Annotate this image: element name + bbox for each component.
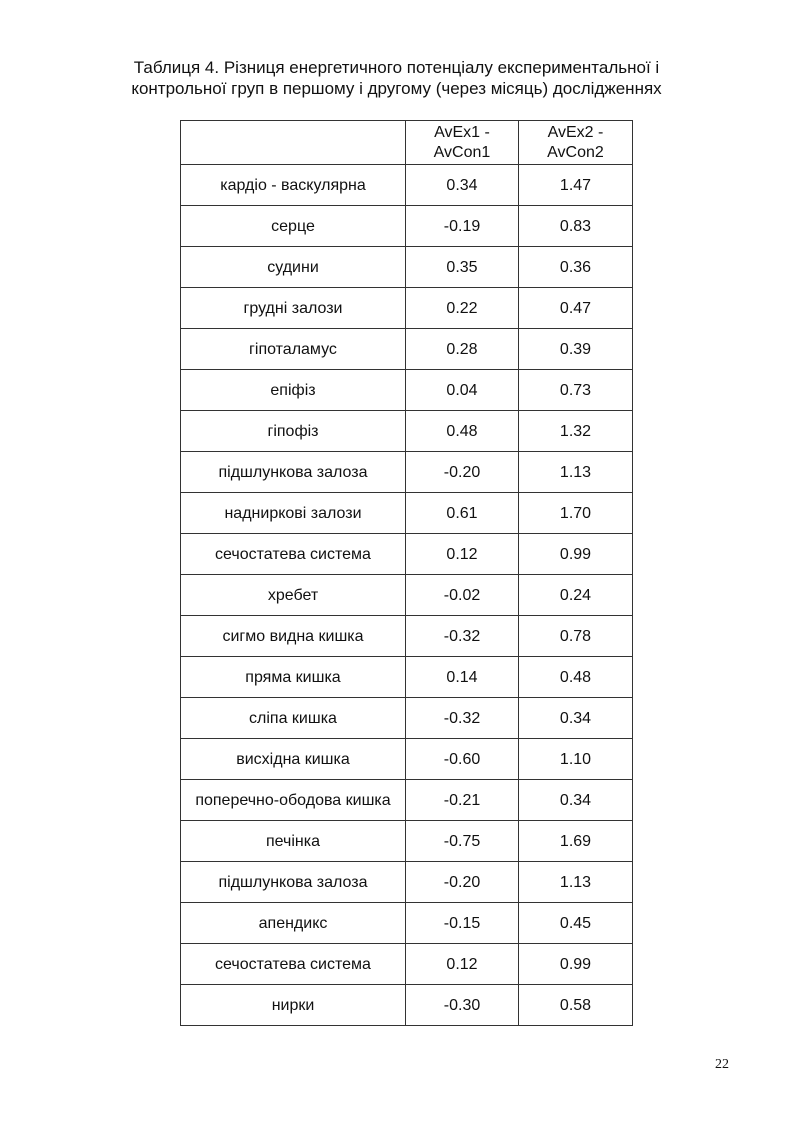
avex2-avcon2-cell: 0.83	[518, 205, 633, 247]
avex2-avcon2-cell: 1.47	[518, 164, 633, 206]
avex1-avcon1-cell: -0.60	[405, 738, 519, 780]
avex1-avcon1-cell: -0.15	[405, 902, 519, 944]
organ-cell: серце	[180, 205, 406, 247]
organ-cell: сечостатева система	[180, 533, 406, 575]
organ-cell: підшлункова залоза	[180, 861, 406, 903]
avex2-avcon2-cell: 0.78	[518, 615, 633, 657]
table-row: гіпофіз 0.48 1.32	[180, 410, 633, 452]
table-row: апендикс -0.15 0.45	[180, 902, 633, 944]
table-row: пряма кишка 0.14 0.48	[180, 656, 633, 698]
organ-cell: надниркові залози	[180, 492, 406, 534]
table-body: AvEx1 - AvCon1 AvEx2 - AvCon2 кардіо - в…	[180, 120, 633, 1026]
table-row: гіпоталамус 0.28 0.39	[180, 328, 633, 370]
organ-cell: нирки	[180, 984, 406, 1026]
avex2-avcon2-cell: 0.24	[518, 574, 633, 616]
table-row: печінка -0.75 1.69	[180, 820, 633, 862]
avex1-avcon1-cell: 0.35	[405, 246, 519, 288]
table-row: сигмо видна кишка -0.32 0.78	[180, 615, 633, 657]
table-row: сліпа кишка -0.32 0.34	[180, 697, 633, 739]
avex1-avcon1-cell: -0.32	[405, 615, 519, 657]
organ-cell: грудні залози	[180, 287, 406, 329]
organ-cell: пряма кишка	[180, 656, 406, 698]
avex1-avcon1-cell: 0.22	[405, 287, 519, 329]
avex1-avcon1-cell: 0.48	[405, 410, 519, 452]
table-row: надниркові залози 0.61 1.70	[180, 492, 633, 534]
avex1-avcon1-cell: 0.14	[405, 656, 519, 698]
table-row: грудні залози 0.22 0.47	[180, 287, 633, 329]
table-row: кардіо - васкулярна 0.34 1.47	[180, 164, 633, 206]
avex1-avcon1-cell: 0.12	[405, 533, 519, 575]
avex1-avcon1-cell: -0.75	[405, 820, 519, 862]
avex1-avcon1-cell: 0.12	[405, 943, 519, 985]
organ-cell: поперечно-ободова кишка	[180, 779, 406, 821]
avex1-avcon1-cell: 0.28	[405, 328, 519, 370]
avex2-avcon2-cell: 1.69	[518, 820, 633, 862]
table-row: нирки -0.30 0.58	[180, 984, 633, 1026]
avex1-avcon1-cell: -0.19	[405, 205, 519, 247]
avex1-avcon1-cell: -0.21	[405, 779, 519, 821]
avex1-avcon1-cell: -0.20	[405, 861, 519, 903]
avex2-avcon2-cell: 0.36	[518, 246, 633, 288]
organ-cell: сигмо видна кишка	[180, 615, 406, 657]
avex2-avcon2-cell: 0.58	[518, 984, 633, 1026]
organ-cell: висхідна кишка	[180, 738, 406, 780]
avex1-avcon1-cell: -0.02	[405, 574, 519, 616]
avex1-avcon1-cell: -0.32	[405, 697, 519, 739]
header-cell-organ	[180, 120, 406, 165]
table-row: поперечно-ободова кишка -0.21 0.34	[180, 779, 633, 821]
organ-cell: печінка	[180, 820, 406, 862]
organ-cell: гіпоталамус	[180, 328, 406, 370]
table-header-row: AvEx1 - AvCon1 AvEx2 - AvCon2	[180, 120, 633, 165]
avex2-avcon2-cell: 1.13	[518, 451, 633, 493]
table-row: підшлункова залоза -0.20 1.13	[180, 451, 633, 493]
organ-cell: підшлункова залоза	[180, 451, 406, 493]
avex2-avcon2-cell: 0.45	[518, 902, 633, 944]
avex2-avcon2-cell: 0.48	[518, 656, 633, 698]
header-cell-avex1-avcon1: AvEx1 - AvCon1	[405, 120, 519, 165]
avex2-avcon2-cell: 1.70	[518, 492, 633, 534]
avex2-avcon2-cell: 1.32	[518, 410, 633, 452]
table-row: підшлункова залоза -0.20 1.13	[180, 861, 633, 903]
table-row: серце -0.19 0.83	[180, 205, 633, 247]
avex2-avcon2-cell: 1.10	[518, 738, 633, 780]
organ-cell: гіпофіз	[180, 410, 406, 452]
avex1-avcon1-cell: 0.04	[405, 369, 519, 411]
avex2-avcon2-cell: 0.99	[518, 533, 633, 575]
avex2-avcon2-cell: 0.47	[518, 287, 633, 329]
energy-potential-table: AvEx1 - AvCon1 AvEx2 - AvCon2 кардіо - в…	[180, 120, 633, 1026]
avex1-avcon1-cell: -0.30	[405, 984, 519, 1026]
caption-line-2: контрольної груп в першому і другому (че…	[131, 79, 662, 98]
page-number: 22	[715, 1057, 729, 1072]
organ-cell: судини	[180, 246, 406, 288]
avex1-avcon1-cell: 0.61	[405, 492, 519, 534]
table-row: епіфіз 0.04 0.73	[180, 369, 633, 411]
organ-cell: сечостатева система	[180, 943, 406, 985]
avex2-avcon2-cell: 0.39	[518, 328, 633, 370]
organ-cell: епіфіз	[180, 369, 406, 411]
organ-cell: апендикс	[180, 902, 406, 944]
caption-line-1: Таблиця 4. Різниця енергетичного потенці…	[133, 58, 660, 77]
avex2-avcon2-cell: 0.34	[518, 779, 633, 821]
avex2-avcon2-cell: 1.13	[518, 861, 633, 903]
avex1-avcon1-cell: -0.20	[405, 451, 519, 493]
organ-cell: хребет	[180, 574, 406, 616]
table-row: судини 0.35 0.36	[180, 246, 633, 288]
header-cell-avex2-avcon2: AvEx2 - AvCon2	[518, 120, 633, 165]
table-row: сечостатева система 0.12 0.99	[180, 943, 633, 985]
table-row: хребет -0.02 0.24	[180, 574, 633, 616]
avex2-avcon2-cell: 0.99	[518, 943, 633, 985]
avex2-avcon2-cell: 0.34	[518, 697, 633, 739]
avex1-avcon1-cell: 0.34	[405, 164, 519, 206]
table-row: сечостатева система 0.12 0.99	[180, 533, 633, 575]
avex2-avcon2-cell: 0.73	[518, 369, 633, 411]
table-row: висхідна кишка -0.60 1.10	[180, 738, 633, 780]
organ-cell: кардіо - васкулярна	[180, 164, 406, 206]
organ-cell: сліпа кишка	[180, 697, 406, 739]
table-caption: Таблиця 4. Різниця енергетичного потенці…	[60, 57, 733, 99]
